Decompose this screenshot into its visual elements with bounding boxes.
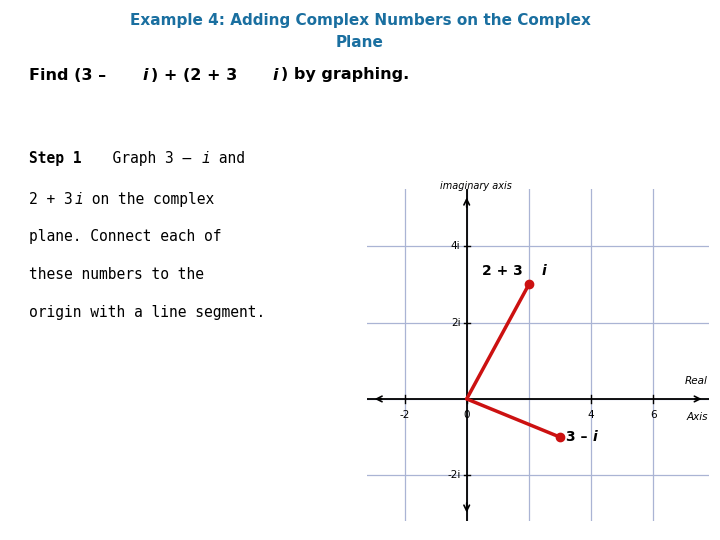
- Text: 3 –: 3 –: [566, 430, 587, 444]
- Text: i: i: [202, 151, 210, 166]
- Text: plane. Connect each of: plane. Connect each of: [29, 230, 221, 245]
- Text: Step 1: Step 1: [29, 151, 81, 166]
- Text: -2: -2: [400, 410, 410, 420]
- Text: 2i: 2i: [451, 318, 461, 328]
- Text: Plane: Plane: [336, 35, 384, 50]
- Text: on the complex: on the complex: [83, 192, 214, 207]
- Text: i: i: [74, 192, 83, 207]
- Text: Axis: Axis: [686, 413, 708, 422]
- Text: Example 4: Adding Complex Numbers on the Complex: Example 4: Adding Complex Numbers on the…: [130, 14, 590, 29]
- Text: 0: 0: [464, 410, 470, 420]
- Text: 2 + 3: 2 + 3: [482, 264, 523, 278]
- Text: these numbers to the: these numbers to the: [29, 267, 204, 282]
- Text: ) by graphing.: ) by graphing.: [281, 68, 409, 83]
- Text: 4i: 4i: [451, 241, 461, 251]
- Text: Real: Real: [685, 376, 708, 386]
- Text: Find (3 –: Find (3 –: [29, 68, 112, 83]
- Text: 4: 4: [588, 410, 595, 420]
- Text: ) + (2 + 3: ) + (2 + 3: [151, 68, 238, 83]
- Text: -2i: -2i: [447, 470, 461, 480]
- Text: 6: 6: [650, 410, 657, 420]
- Text: i: i: [541, 264, 546, 278]
- Text: origin with a line segment.: origin with a line segment.: [29, 305, 265, 320]
- Text: i: i: [143, 68, 148, 83]
- Text: and: and: [210, 151, 246, 166]
- Text: Graph 3 –: Graph 3 –: [95, 151, 200, 166]
- Text: imaginary axis: imaginary axis: [440, 181, 512, 191]
- Text: 2 + 3: 2 + 3: [29, 192, 73, 207]
- Text: i: i: [272, 68, 278, 83]
- Text: i: i: [593, 430, 598, 444]
